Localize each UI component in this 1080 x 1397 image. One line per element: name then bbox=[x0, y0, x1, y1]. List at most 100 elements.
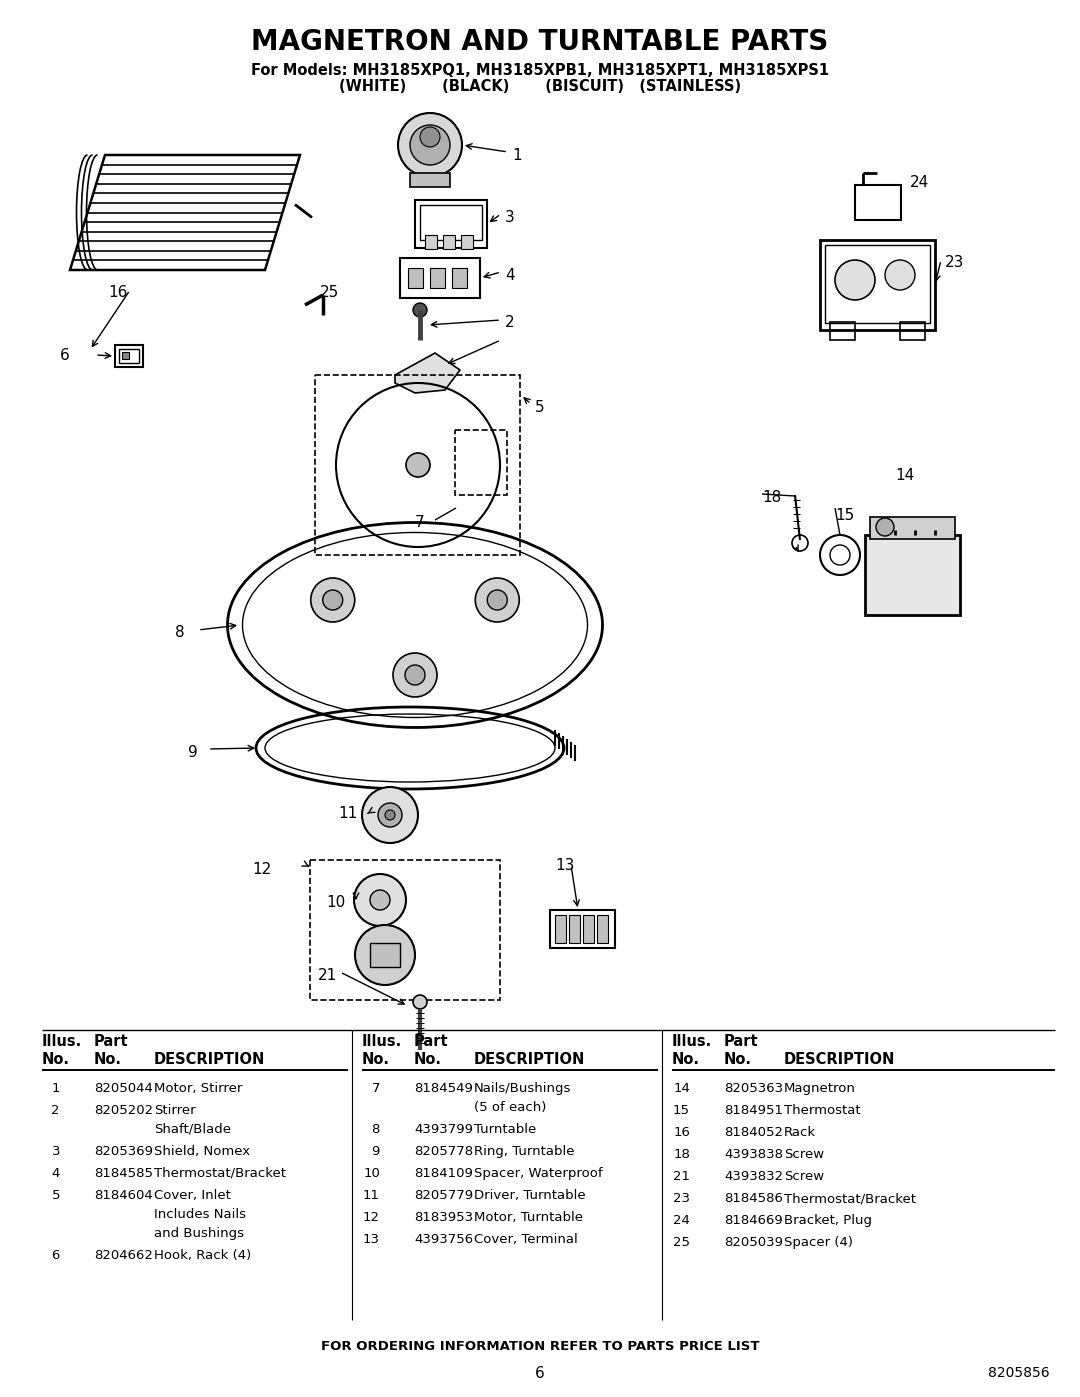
Bar bbox=[443, 235, 455, 249]
Text: 3: 3 bbox=[52, 1146, 60, 1158]
Bar bbox=[114, 345, 143, 367]
Text: 8205856: 8205856 bbox=[988, 1366, 1050, 1380]
Text: 15: 15 bbox=[835, 509, 854, 522]
Text: Hook, Rack (4): Hook, Rack (4) bbox=[154, 1249, 252, 1261]
Text: 24: 24 bbox=[673, 1214, 690, 1227]
Bar bbox=[550, 909, 615, 949]
Text: 7: 7 bbox=[415, 515, 424, 529]
Circle shape bbox=[384, 810, 395, 820]
Bar bbox=[310, 861, 500, 1000]
Text: (5 of each): (5 of each) bbox=[474, 1101, 546, 1113]
Text: 5: 5 bbox=[535, 400, 544, 415]
Text: 11: 11 bbox=[363, 1189, 380, 1201]
Bar bbox=[122, 352, 129, 359]
Text: 6: 6 bbox=[535, 1366, 545, 1382]
Text: Shield, Nomex: Shield, Nomex bbox=[154, 1146, 251, 1158]
Text: Thermostat/Bracket: Thermostat/Bracket bbox=[784, 1192, 916, 1206]
Bar bbox=[569, 915, 580, 943]
Text: 9: 9 bbox=[188, 745, 198, 760]
Text: Illus.: Illus. bbox=[42, 1034, 82, 1049]
Text: 3: 3 bbox=[505, 210, 515, 225]
Text: 8184951: 8184951 bbox=[724, 1104, 783, 1118]
Text: 8205363: 8205363 bbox=[724, 1083, 783, 1095]
Bar bbox=[831, 321, 855, 339]
Circle shape bbox=[885, 260, 915, 291]
Text: DESCRIPTION: DESCRIPTION bbox=[154, 1052, 266, 1067]
Bar bbox=[400, 258, 480, 298]
Circle shape bbox=[362, 787, 418, 842]
Bar bbox=[555, 915, 566, 943]
Text: No.: No. bbox=[42, 1052, 70, 1067]
Text: Shaft/Blade: Shaft/Blade bbox=[154, 1123, 231, 1136]
Text: 8205779: 8205779 bbox=[414, 1189, 473, 1201]
Text: 2: 2 bbox=[52, 1104, 60, 1118]
Circle shape bbox=[311, 578, 354, 622]
Circle shape bbox=[405, 665, 426, 685]
Text: 15: 15 bbox=[673, 1104, 690, 1118]
Bar bbox=[855, 184, 901, 219]
Text: 8184669: 8184669 bbox=[724, 1214, 783, 1227]
Circle shape bbox=[410, 124, 450, 165]
Circle shape bbox=[487, 590, 508, 610]
Circle shape bbox=[413, 303, 427, 317]
Circle shape bbox=[420, 127, 440, 147]
Text: 2: 2 bbox=[505, 314, 515, 330]
Text: No.: No. bbox=[362, 1052, 390, 1067]
Text: 10: 10 bbox=[363, 1166, 380, 1180]
Circle shape bbox=[835, 260, 875, 300]
Text: 18: 18 bbox=[762, 490, 781, 504]
Text: Spacer (4): Spacer (4) bbox=[784, 1236, 853, 1249]
Text: DESCRIPTION: DESCRIPTION bbox=[784, 1052, 895, 1067]
Polygon shape bbox=[395, 353, 460, 393]
Text: 8205044: 8205044 bbox=[94, 1083, 153, 1095]
Text: No.: No. bbox=[414, 1052, 442, 1067]
Circle shape bbox=[393, 652, 437, 697]
Text: 8205778: 8205778 bbox=[414, 1146, 473, 1158]
Bar bbox=[455, 430, 507, 495]
Text: 4393832: 4393832 bbox=[724, 1171, 783, 1183]
Text: 14: 14 bbox=[673, 1083, 690, 1095]
Text: 8184052: 8184052 bbox=[724, 1126, 783, 1139]
Text: 8184604: 8184604 bbox=[94, 1189, 152, 1201]
Text: Illus.: Illus. bbox=[672, 1034, 712, 1049]
Text: 1: 1 bbox=[52, 1083, 60, 1095]
Circle shape bbox=[399, 113, 462, 177]
Text: Cover, Inlet: Cover, Inlet bbox=[154, 1189, 231, 1201]
Text: 6: 6 bbox=[52, 1249, 60, 1261]
Text: No.: No. bbox=[724, 1052, 752, 1067]
Text: No.: No. bbox=[94, 1052, 122, 1067]
Bar bbox=[426, 235, 437, 249]
Bar bbox=[583, 915, 594, 943]
Text: Driver, Turntable: Driver, Turntable bbox=[474, 1189, 585, 1201]
Text: 8183953: 8183953 bbox=[414, 1211, 473, 1224]
Text: Rack: Rack bbox=[784, 1126, 816, 1139]
Text: 1: 1 bbox=[512, 148, 522, 163]
Text: 4: 4 bbox=[52, 1166, 60, 1180]
Text: Part: Part bbox=[724, 1034, 758, 1049]
Bar bbox=[415, 200, 487, 249]
Text: 14: 14 bbox=[895, 468, 915, 483]
Text: Motor, Stirrer: Motor, Stirrer bbox=[154, 1083, 242, 1095]
Circle shape bbox=[475, 578, 519, 622]
Bar bbox=[825, 244, 930, 323]
Text: 4393799: 4393799 bbox=[414, 1123, 473, 1136]
Text: Ring, Turntable: Ring, Turntable bbox=[474, 1146, 575, 1158]
Text: 12: 12 bbox=[252, 862, 271, 877]
Text: 10: 10 bbox=[326, 895, 346, 909]
Circle shape bbox=[354, 875, 406, 926]
Bar bbox=[870, 517, 955, 539]
Text: Thermostat/Bracket: Thermostat/Bracket bbox=[154, 1166, 286, 1180]
Bar bbox=[315, 374, 519, 555]
Text: Bracket, Plug: Bracket, Plug bbox=[784, 1214, 872, 1227]
Text: Magnetron: Magnetron bbox=[784, 1083, 855, 1095]
Text: (WHITE)       (BLACK)       (BISCUIT)   (STAINLESS): (WHITE) (BLACK) (BISCUIT) (STAINLESS) bbox=[339, 80, 741, 94]
Text: 16: 16 bbox=[673, 1126, 690, 1139]
Text: Illus.: Illus. bbox=[362, 1034, 402, 1049]
Circle shape bbox=[355, 925, 415, 985]
Text: MAGNETRON AND TURNTABLE PARTS: MAGNETRON AND TURNTABLE PARTS bbox=[252, 28, 828, 56]
Bar bbox=[597, 915, 608, 943]
Text: For Models: MH3185XPQ1, MH3185XPB1, MH3185XPT1, MH3185XPS1: For Models: MH3185XPQ1, MH3185XPB1, MH31… bbox=[251, 63, 829, 78]
Text: Motor, Turntable: Motor, Turntable bbox=[474, 1211, 583, 1224]
Text: 4393756: 4393756 bbox=[414, 1234, 473, 1246]
Circle shape bbox=[370, 890, 390, 909]
